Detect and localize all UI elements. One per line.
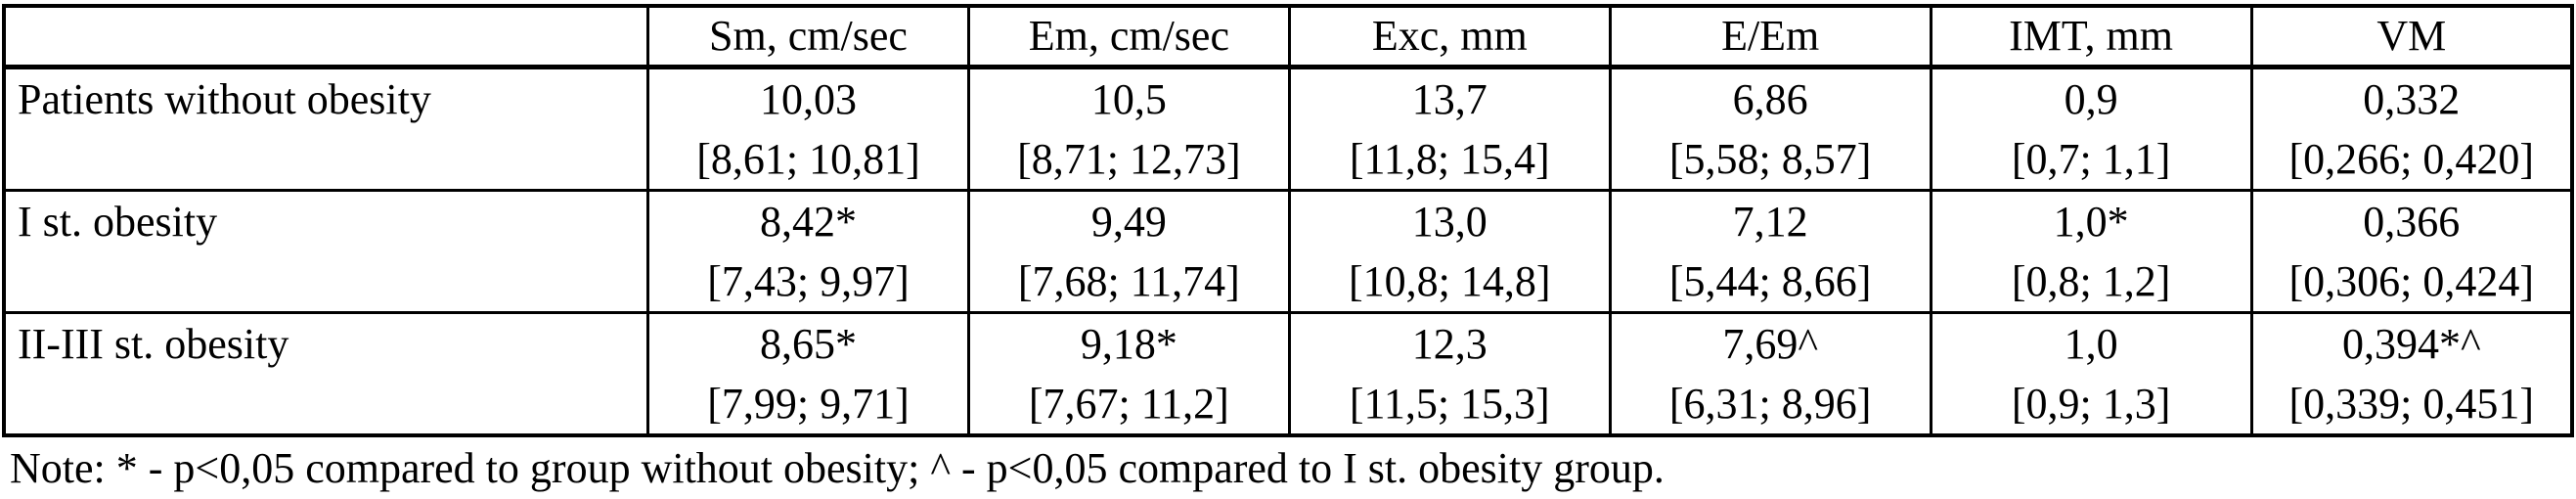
data-cell: 12,3 [11,5; 15,3] [1287,311,1612,437]
cell-value: 1,0* [2053,198,2129,246]
data-cell: 9,18* [7,67; 11,2] [966,311,1291,437]
cell-value: 0,366 [2363,198,2461,246]
cell-value: 13,7 [1411,75,1488,123]
cell-value: 9,18* [1080,320,1177,368]
cell-ci: [7,68; 11,74] [1017,257,1240,305]
cell-value: 8,65* [759,320,857,368]
cell-ci: [7,43; 9,97] [707,257,910,305]
table-row-without-obesity: Patients without obesity 10,03 [8,61; 10… [2,66,2574,192]
results-table: Sm, cm/sec Em, cm/sec Exc, mm E/Em IMT, … [2,4,2574,437]
cell-ci: [5,58; 8,57] [1668,135,1872,183]
column-header-e-em: E/Em [1608,4,1932,69]
cell-value: 1,0 [2064,320,2118,368]
cell-value: 7,69^ [1722,320,1818,368]
data-cell: 1,0* [0,8; 1,2] [1929,189,2253,314]
column-header-em: Em, cm/sec [966,4,1291,69]
data-cell: 7,69^ [6,31; 8,96] [1608,311,1932,437]
cell-value: 0,394*^ [2341,320,2481,368]
cell-ci: [5,44; 8,66] [1668,257,1872,305]
cell-ci: [7,67; 11,2] [1028,380,1229,428]
data-cell: 9,49 [7,68; 11,74] [966,189,1291,314]
data-cell: 1,0 [0,9; 1,3] [1929,311,2253,437]
data-cell: 0,9 [0,7; 1,1] [1929,66,2253,192]
data-cell: 0,366 [0,306; 0,424] [2249,189,2574,314]
cell-value: 12,3 [1411,320,1488,368]
data-cell: 10,5 [8,71; 12,73] [966,66,1291,192]
cell-value: 6,86 [1732,75,1808,123]
cell-value: 0,9 [2064,75,2118,123]
cell-value: 9,49 [1090,198,1167,246]
data-cell: 8,65* [7,99; 9,71] [646,311,970,437]
cell-ci: [11,8; 15,4] [1349,135,1550,183]
cell-value: 13,0 [1411,198,1488,246]
cell-value: 8,42* [759,198,857,246]
data-cell: 8,42* [7,43; 9,97] [646,189,970,314]
column-header-sm: Sm, cm/sec [646,4,970,69]
row-label: I st. obesity [2,189,649,314]
cell-ci: [8,61; 10,81] [696,135,920,183]
column-header-exc: Exc, mm [1287,4,1612,69]
cell-ci: [8,71; 12,73] [1017,135,1241,183]
data-cell: 0,394*^ [0,339; 0,451] [2249,311,2574,437]
row-label: Patients without obesity [2,66,649,192]
data-cell: 13,0 [10,8; 14,8] [1287,189,1612,314]
column-header-imt: IMT, mm [1929,4,2253,69]
cell-value: 7,12 [1732,198,1808,246]
cell-ci: [0,9; 1,3] [2011,380,2171,428]
cell-ci: [0,306; 0,424] [2288,257,2535,305]
cell-value: 10,5 [1090,75,1167,123]
cell-ci: [11,5; 15,3] [1349,380,1550,428]
cell-ci: [7,99; 9,71] [707,380,910,428]
cell-ci: [10,8; 14,8] [1349,257,1551,305]
cell-value: 10,03 [759,75,857,123]
corner-cell [2,4,649,69]
cell-ci: [0,7; 1,1] [2011,135,2171,183]
cell-ci: [0,339; 0,451] [2288,380,2535,428]
table-header-row: Sm, cm/sec Em, cm/sec Exc, mm E/Em IMT, … [2,4,2574,69]
data-cell: 10,03 [8,61; 10,81] [646,66,970,192]
table-row-i-st-obesity: I st. obesity 8,42* [7,43; 9,97] 9,49 [7… [2,189,2574,314]
cell-ci: [0,8; 1,2] [2011,257,2171,305]
table-row-ii-iii-st-obesity: II-III st. obesity 8,65* [7,99; 9,71] 9,… [2,311,2574,437]
data-cell: 0,332 [0,266; 0,420] [2249,66,2574,192]
cell-ci: [6,31; 8,96] [1668,380,1872,428]
cell-value: 0,332 [2363,75,2461,123]
column-header-vm: VM [2249,4,2574,69]
table-footnote: Note: * - p<0,05 compared to group witho… [10,444,1665,492]
data-cell: 6,86 [5,58; 8,57] [1608,66,1932,192]
row-label: II-III st. obesity [2,311,649,437]
data-cell: 13,7 [11,8; 15,4] [1287,66,1612,192]
data-cell: 7,12 [5,44; 8,66] [1608,189,1932,314]
cell-ci: [0,266; 0,420] [2288,135,2535,183]
